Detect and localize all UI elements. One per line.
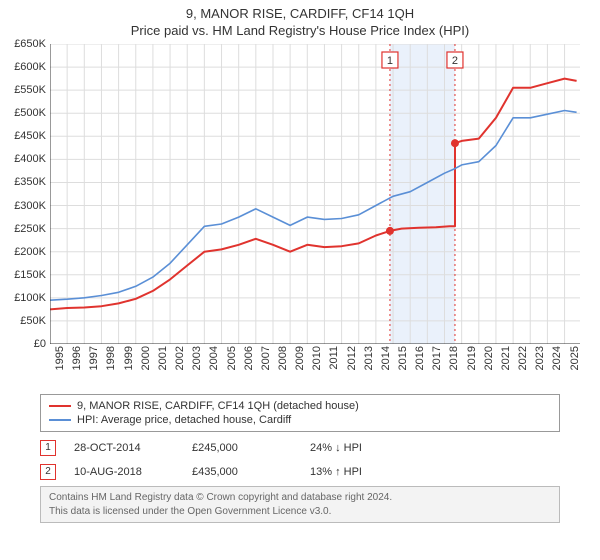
chart-legend: 9, MANOR RISE, CARDIFF, CF14 1QH (detach… <box>40 394 560 432</box>
y-tick-label: £300K <box>2 200 46 212</box>
y-tick-label: £550K <box>2 84 46 96</box>
y-tick-label: £200K <box>2 246 46 258</box>
x-tick-label: 2008 <box>277 344 289 370</box>
legend-swatch <box>49 405 71 407</box>
chart-title-address: 9, MANOR RISE, CARDIFF, CF14 1QH <box>0 0 600 21</box>
x-axis-labels: 1995 1996 1997 1998 1999 2000 2001 2002 2003 2004… <box>50 344 580 390</box>
x-tick-label: 2007 <box>260 344 272 370</box>
x-tick-label: 2017 <box>431 344 443 370</box>
event-row: 1 28-OCT-2014 £245,000 24% ↓ HPI <box>40 436 560 460</box>
x-tick-label: 1996 <box>71 344 83 370</box>
x-tick-label: 2018 <box>448 344 460 370</box>
svg-text:2: 2 <box>452 55 458 67</box>
x-tick-label: 2016 <box>414 344 426 370</box>
y-tick-label: £100K <box>2 292 46 304</box>
x-tick-label: 2019 <box>466 344 478 370</box>
event-date: 28-OCT-2014 <box>74 442 174 454</box>
event-marker-box: 1 <box>40 440 56 456</box>
x-tick-label: 2014 <box>380 344 392 370</box>
x-tick-label: 2013 <box>363 344 375 370</box>
x-tick-label: 2011 <box>328 344 340 370</box>
x-tick-label: 2021 <box>500 344 512 370</box>
x-tick-label: 2002 <box>174 344 186 370</box>
x-tick-label: 2009 <box>294 344 306 370</box>
x-tick-label: 2006 <box>243 344 255 370</box>
y-tick-label: £500K <box>2 107 46 119</box>
chart-title-subtitle: Price paid vs. HM Land Registry's House … <box>0 21 600 38</box>
x-tick-label: 2023 <box>534 344 546 370</box>
price-chart: 12 £0£50K£100K£150K£200K£250K£300K£350K£… <box>50 44 580 344</box>
legend-label: 9, MANOR RISE, CARDIFF, CF14 1QH (detach… <box>77 400 359 412</box>
y-tick-label: £0 <box>2 338 46 350</box>
legend-item: 9, MANOR RISE, CARDIFF, CF14 1QH (detach… <box>49 399 551 413</box>
x-tick-label: 2025 <box>569 344 581 370</box>
x-tick-label: 2020 <box>483 344 495 370</box>
legend-label: HPI: Average price, detached house, Card… <box>77 414 291 426</box>
y-tick-label: £150K <box>2 269 46 281</box>
x-tick-label: 2001 <box>157 344 169 370</box>
x-tick-label: 2004 <box>208 344 220 370</box>
y-tick-label: £400K <box>2 153 46 165</box>
event-delta: 24% ↓ HPI <box>310 442 410 454</box>
y-tick-label: £250K <box>2 223 46 235</box>
x-tick-label: 1997 <box>88 344 100 370</box>
x-tick-label: 2000 <box>140 344 152 370</box>
x-tick-label: 2005 <box>226 344 238 370</box>
attribution-footer: Contains HM Land Registry data © Crown c… <box>40 486 560 523</box>
x-tick-label: 2024 <box>551 344 563 370</box>
footer-line: This data is licensed under the Open Gov… <box>49 505 551 519</box>
legend-item: HPI: Average price, detached house, Card… <box>49 413 551 427</box>
event-date: 10-AUG-2018 <box>74 466 174 478</box>
y-tick-label: £650K <box>2 38 46 50</box>
y-tick-label: £350K <box>2 176 46 188</box>
y-tick-label: £450K <box>2 130 46 142</box>
legend-swatch <box>49 419 71 421</box>
x-tick-label: 2010 <box>311 344 323 370</box>
event-delta: 13% ↑ HPI <box>310 466 410 478</box>
x-tick-label: 1999 <box>123 344 135 370</box>
y-tick-label: £50K <box>2 315 46 327</box>
x-tick-label: 1998 <box>105 344 117 370</box>
x-tick-label: 2015 <box>397 344 409 370</box>
event-marker-box: 2 <box>40 464 56 480</box>
footer-line: Contains HM Land Registry data © Crown c… <box>49 491 551 505</box>
event-price: £245,000 <box>192 442 292 454</box>
event-row: 2 10-AUG-2018 £435,000 13% ↑ HPI <box>40 460 560 484</box>
event-price: £435,000 <box>192 466 292 478</box>
svg-text:1: 1 <box>387 55 393 67</box>
chart-svg: 12 <box>50 44 580 344</box>
y-tick-label: £600K <box>2 61 46 73</box>
event-table: 1 28-OCT-2014 £245,000 24% ↓ HPI 2 10-AUG-201… <box>40 436 560 484</box>
x-tick-label: 1995 <box>54 344 66 370</box>
x-tick-label: 2012 <box>346 344 358 370</box>
x-tick-label: 2003 <box>191 344 203 370</box>
x-tick-label: 2022 <box>517 344 529 370</box>
